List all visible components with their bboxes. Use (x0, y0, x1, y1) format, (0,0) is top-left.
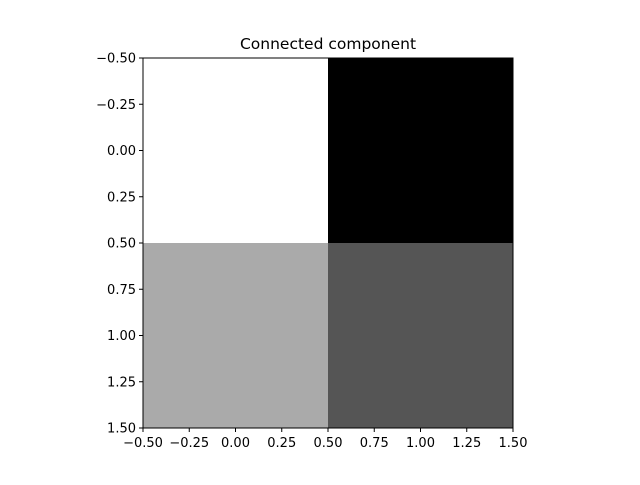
heatmap-cell-r0-c0 (143, 58, 328, 243)
x-tick-label: −0.50 (123, 436, 163, 451)
y-axis-ticks: −0.50 −0.25 0.00 0.25 0.50 0.75 1.00 1.25 1.50 (96, 52, 143, 437)
y-tick-label: 1.00 (107, 329, 136, 344)
y-tick-label: 0.25 (107, 190, 136, 205)
y-tick-label: −0.50 (96, 52, 136, 67)
heatmap-cell-r1-c0 (143, 243, 328, 428)
x-tick-label: 0.00 (221, 436, 250, 451)
y-tick-label: 1.50 (107, 422, 136, 437)
y-tick-label: 0.50 (107, 237, 136, 252)
chart-title: Connected component (240, 35, 416, 53)
heatmap-cell-r0-c1 (328, 58, 513, 243)
y-tick-label: 0.00 (107, 144, 136, 159)
x-tick-label: 0.75 (360, 436, 389, 451)
x-axis-ticks: −0.50 −0.25 0.00 0.25 0.50 0.75 1.00 1.25 1.50 (123, 428, 527, 451)
heatmap-cells (143, 58, 513, 428)
x-tick-label: 1.00 (406, 436, 435, 451)
x-tick-label: 1.25 (452, 436, 481, 451)
y-tick-label: −0.25 (96, 98, 136, 113)
y-tick-label: 1.25 (107, 375, 136, 390)
x-tick-label: 1.50 (499, 436, 528, 451)
x-tick-label: 0.50 (314, 436, 343, 451)
x-tick-label: −0.25 (169, 436, 209, 451)
heatmap-cell-r1-c1 (328, 243, 513, 428)
x-tick-label: 0.25 (267, 436, 296, 451)
y-tick-label: 0.75 (107, 283, 136, 298)
